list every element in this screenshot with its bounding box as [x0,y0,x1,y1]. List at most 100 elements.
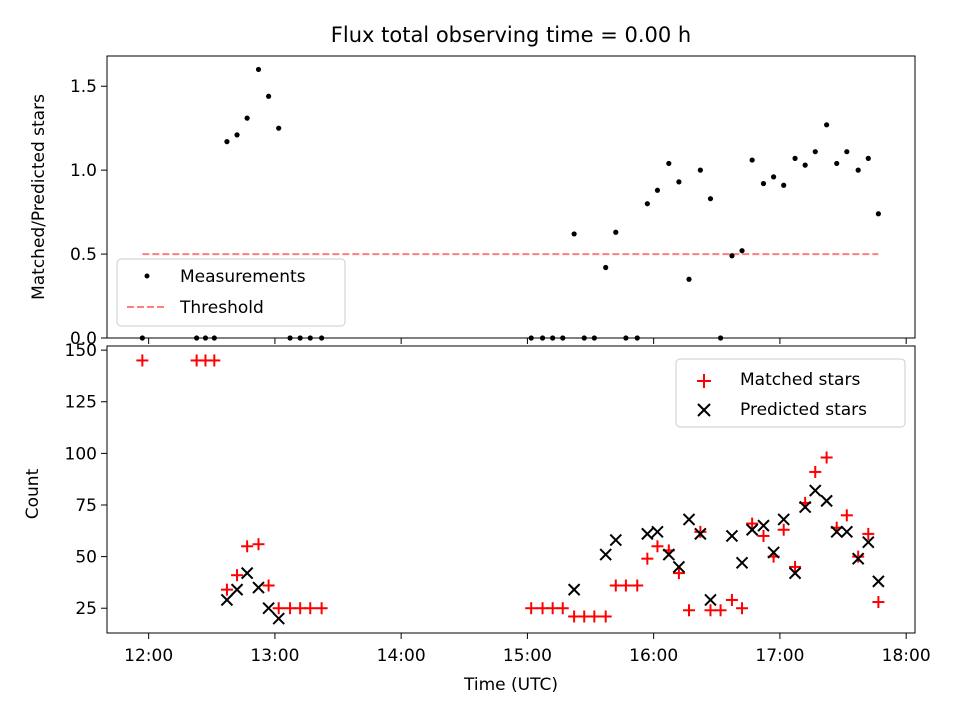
legend-matched-marker [697,374,711,388]
predicted-star-point [777,513,790,526]
predicted-star-point [599,548,612,561]
predicted-star-point [735,556,749,570]
matched-star-point [241,540,254,553]
matched-star-point [136,354,149,367]
matched-star-point [757,529,770,542]
measurement-point [844,149,850,155]
top-x-axis-ticks [148,338,907,344]
predicted-star-point [851,552,865,565]
x-tick-label: 17:00 [755,646,804,666]
matched-star-point [820,451,833,464]
chart-title: Flux total observing time = 0.00 h [331,23,691,47]
bottom-axes-frame [106,345,916,634]
matched-star-point [641,552,654,565]
matched-star-point [546,602,559,615]
measurement-point [792,155,798,161]
measurement-point [760,180,767,187]
matched-stars-series [136,354,885,623]
measurement-point [666,160,672,167]
bottom-x-axis: 12:00 13:00 14:00 15:00 16:00 17:00 18:00 [124,633,931,666]
measurement-point [824,122,830,128]
predicted-star-point [872,575,885,588]
predicted-star-point [745,523,759,536]
matched-star-point [599,610,612,623]
predicted-star-point [240,566,254,580]
matched-star-point [315,602,328,615]
measurement-point [812,149,818,155]
matched-star-point [672,567,685,580]
matched-star-point [262,579,275,592]
bottom-y-tick-label: 75 [75,496,97,516]
predicted-star-point [262,602,275,615]
predicted-star-point [788,566,802,580]
bottom-y-tick-label: 125 [65,393,97,413]
x-tick-label: 14:00 [377,646,426,666]
x-tick-label: 13:00 [250,646,299,666]
predicted-star-point [830,525,843,539]
matched-star-point [862,527,875,540]
predicted-star-point [862,535,875,549]
predicted-star-point [757,519,770,532]
measurement-point [855,167,861,173]
measurement-point [771,174,777,180]
predicted-star-point [682,513,696,526]
predicted-star-point [641,527,654,541]
matched-star-point [872,596,885,609]
predicted-star-point [252,581,265,594]
matched-star-point [525,602,538,615]
measurement-point [707,196,714,202]
x-tick-label: 12:00 [124,646,173,666]
legend-matched-label: Matched stars [740,370,860,390]
bottom-legend: Matched stars Predicted stars [675,358,906,428]
measurement-point [255,66,262,73]
measurement-point [834,160,840,167]
matched-star-point [746,517,759,530]
x-tick-label: 18:00 [882,646,931,666]
measurement-point [644,201,650,207]
matched-star-point [789,560,802,573]
matched-star-point [568,610,581,623]
top-y-tick-label: 0.0 [70,329,97,349]
measurement-point [676,179,682,185]
matched-star-point [683,604,696,617]
bottom-panel: 25 50 75 100 125 150 12:00 13:00 14:00 15:00 16:0… [23,341,931,695]
predicted-star-point [704,593,717,607]
measurement-point [224,139,230,145]
matched-star-point [220,583,233,596]
legend-threshold-label: Threshold [179,298,264,318]
predicted-star-point [220,593,234,607]
matched-star-point [284,602,297,615]
measurement-point [739,248,745,254]
top-y-tick-label: 1.0 [70,161,97,181]
predicted-star-point [272,612,285,625]
bottom-y-tick-label: 25 [75,599,97,619]
matched-star-point [725,593,738,606]
measurement-point [266,93,272,99]
predicted-star-point [767,546,780,559]
measurement-point [865,155,871,161]
predicted-star-point [672,560,686,574]
legend-measurements-marker [144,273,150,279]
predicted-star-point [840,525,854,539]
predicted-stars-series [220,484,885,625]
bottom-y-axis-label: Count [23,468,43,519]
x-axis-label: Time (UTC) [463,675,558,695]
top-axes-frame [106,55,916,339]
predicted-star-point [694,527,707,541]
measurement-point [244,115,250,121]
measurement-point [276,125,282,131]
predicted-star-point [725,529,739,543]
measurement-point [875,211,881,217]
top-y-tick-label: 0.5 [70,245,97,265]
matched-star-point [694,525,707,538]
measurement-point [654,187,661,193]
matched-star-point [556,602,569,615]
matched-star-point [231,569,244,582]
bottom-legend-box [675,358,906,428]
legend-measurements-label: Measurements [180,267,306,287]
measurements-series [139,66,881,341]
matched-star-point [631,579,644,592]
measurement-point [613,229,619,235]
matched-star-point [536,602,549,615]
measurement-point [729,253,735,259]
